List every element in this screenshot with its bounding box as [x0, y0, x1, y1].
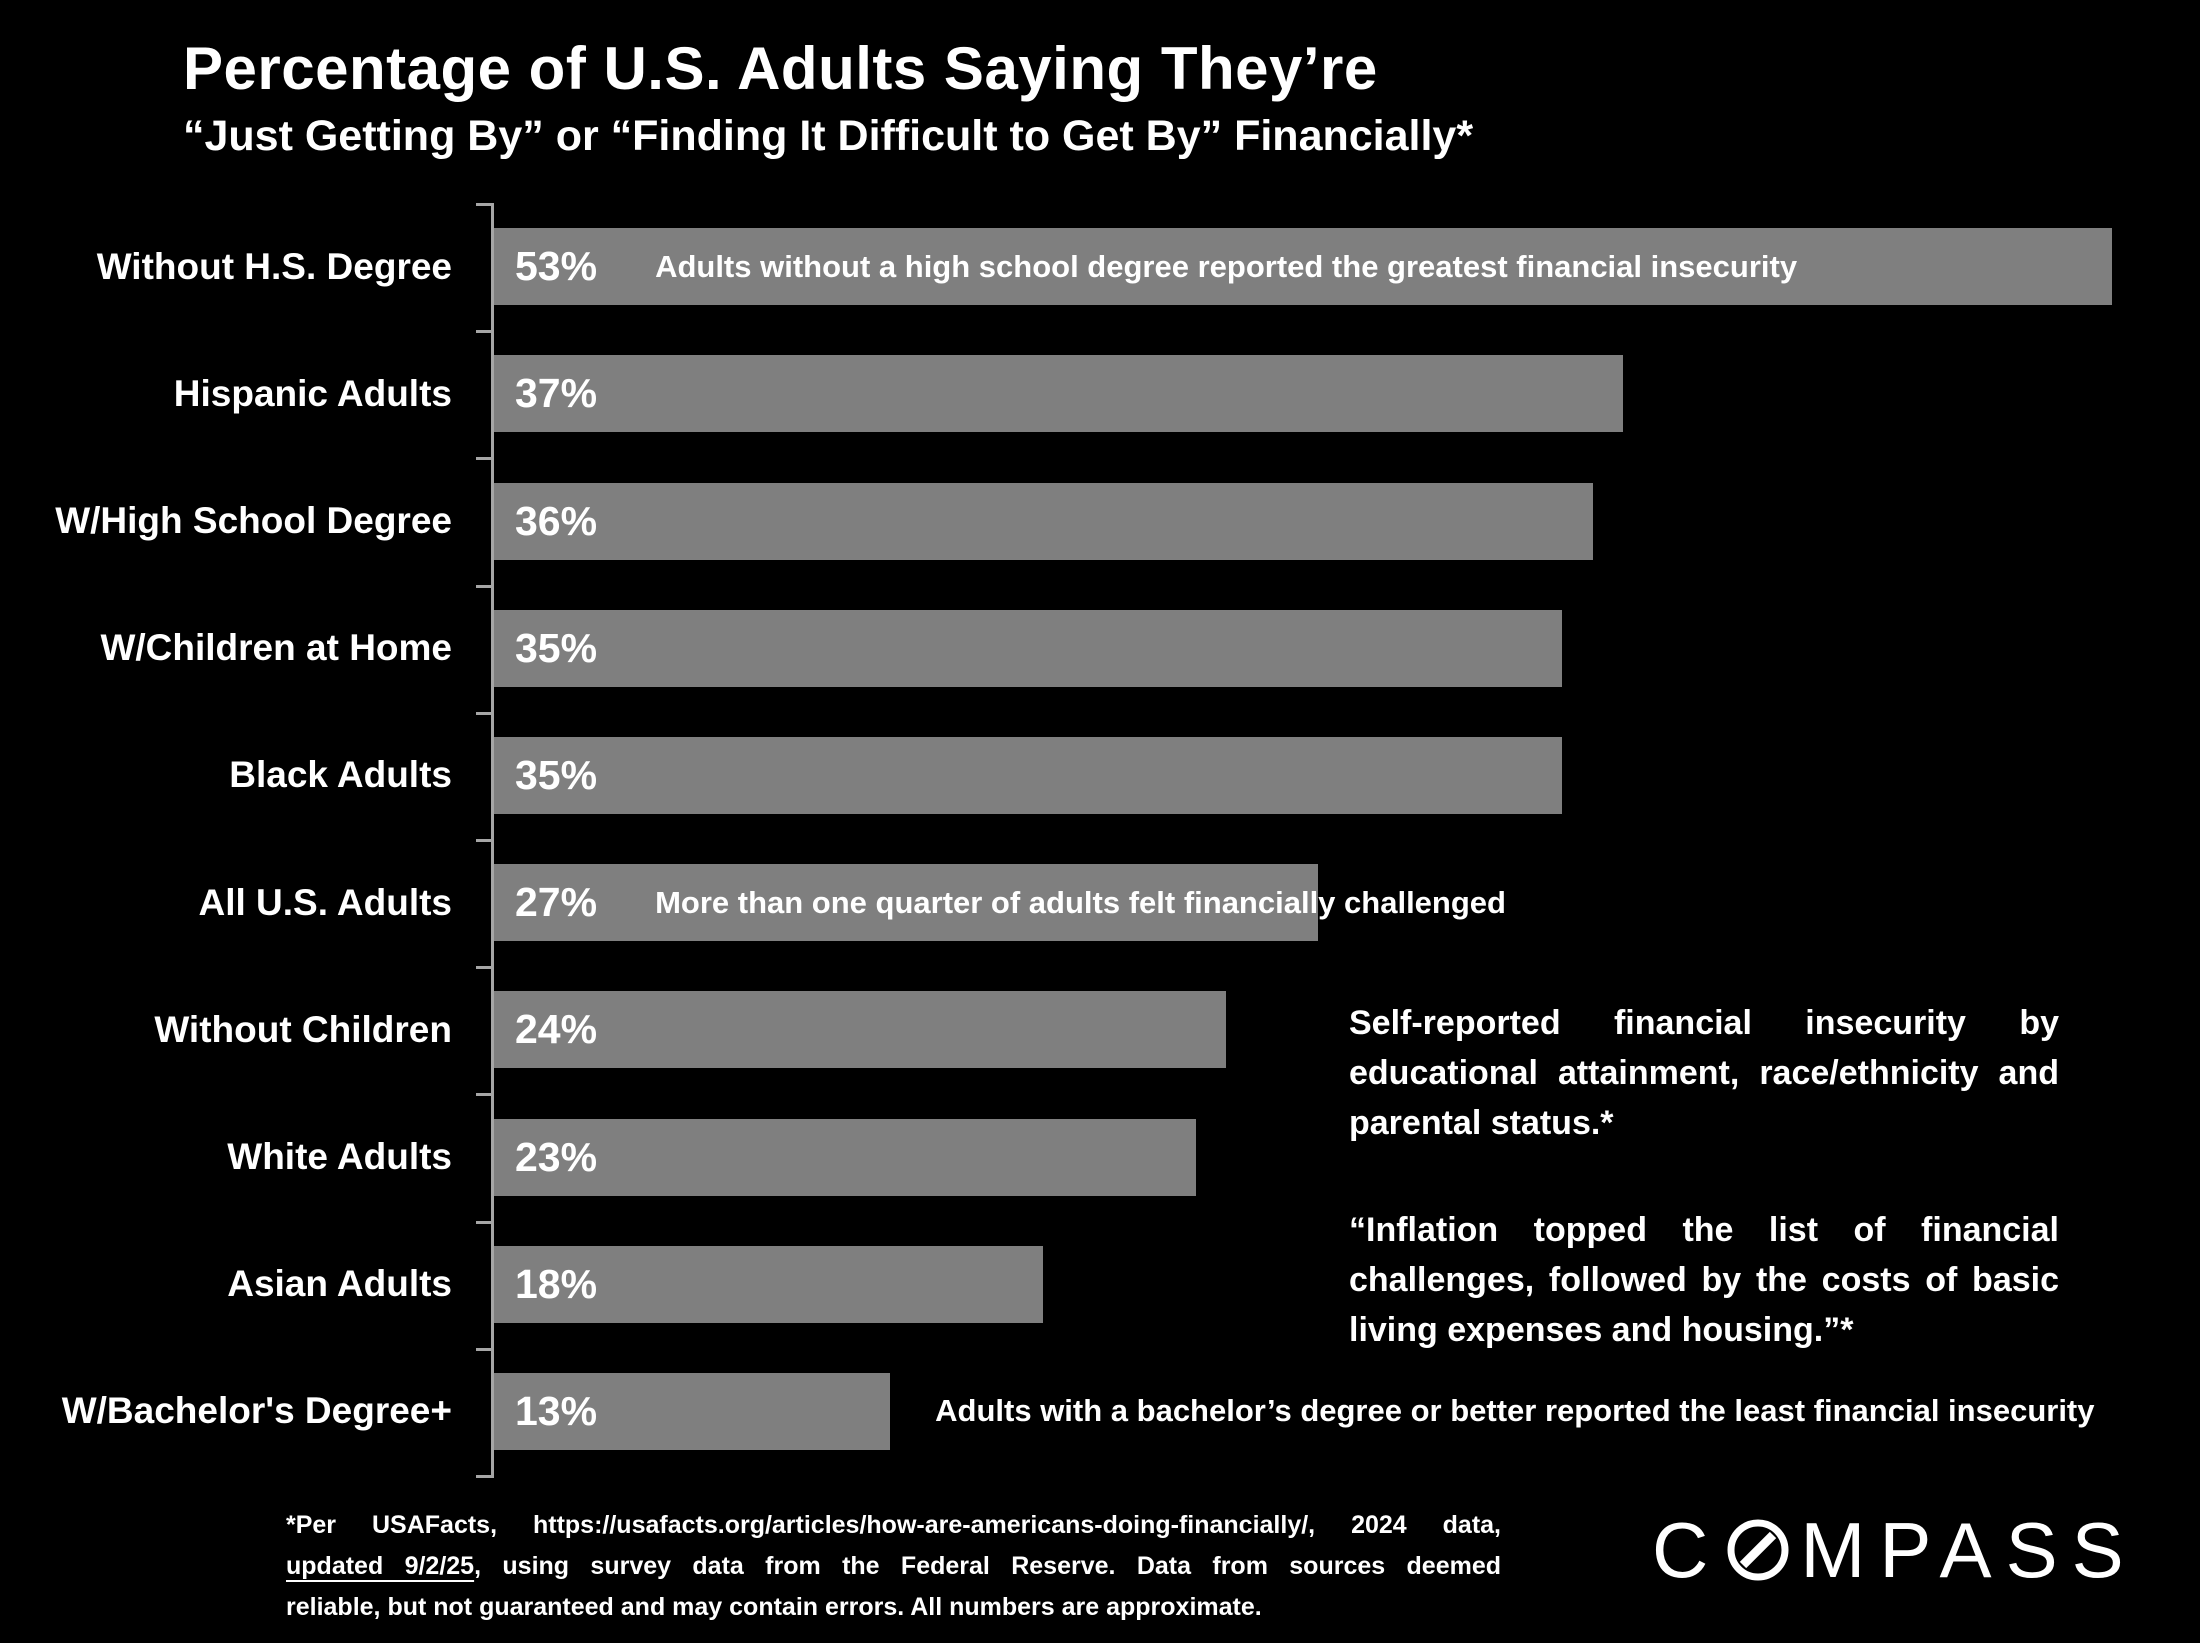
bar-value-label: 27% [515, 879, 598, 926]
axis-tick [476, 457, 491, 460]
category-label: Without H.S. Degree [96, 245, 452, 287]
axis-tick [476, 712, 491, 715]
side-note-1: Self-reported financial insecurity by ed… [1349, 1004, 2059, 1142]
axis-tick [476, 1348, 491, 1351]
axis-tick [476, 1221, 491, 1224]
bar: 37% [493, 355, 1624, 433]
bar: 27% More than one quarter of adults felt … [493, 864, 1506, 942]
axis-tick [476, 585, 491, 588]
bar-value-label: 18% [515, 1260, 598, 1307]
category-label: Black Adults [229, 754, 452, 796]
category-label: White Adults [227, 1136, 452, 1177]
footnote-updated-date: updated 9/2/25 [286, 1552, 475, 1580]
footnote-line-1: *Per USAFacts, https://usafacts.org/arti… [286, 1511, 1501, 1539]
bar-annotation: More than one quarter of adults felt fin… [655, 884, 1506, 920]
bar-value-label: 13% [515, 1387, 598, 1434]
category-label: Asian Adults [227, 1263, 452, 1305]
page-title: Percentage of U.S. Adults Saying They’re [183, 35, 1378, 102]
logo-letters-mpass: MPASS [1800, 1505, 2138, 1594]
bar-value-label: 35% [515, 624, 598, 671]
bar-value-label: 37% [515, 370, 598, 417]
category-axis-line [491, 203, 494, 1478]
compass-logo: C MPASS [1652, 1506, 2138, 1594]
bar-annotation: Adults with a bachelor’s degree or bette… [935, 1393, 2095, 1429]
category-label: Without Children [154, 1008, 452, 1050]
axis-tick [476, 839, 491, 842]
bar: 18% [493, 1245, 1043, 1323]
bar-value-label: 24% [515, 1006, 598, 1053]
bar: 24% [493, 991, 1227, 1069]
axis-tick [476, 966, 491, 969]
compass-needle-o-icon [1727, 1519, 1789, 1581]
category-label: W/Bachelor's Degree+ [61, 1390, 452, 1432]
logo-letter-c: C [1652, 1505, 1723, 1594]
axis-tick [476, 330, 491, 333]
side-note-2: “Inflation topped the list of financial … [1349, 1211, 2059, 1349]
bar-value-label: 35% [515, 751, 598, 798]
footnote: *Per USAFacts, https://usafacts.org/arti… [286, 1505, 1501, 1628]
category-label: W/Children at Home [100, 627, 452, 669]
footnote-line-3: reliable, but not guaranteed and may con… [286, 1593, 1262, 1621]
bar: 23% [493, 1118, 1196, 1196]
category-label: Hispanic Adults [173, 372, 452, 414]
bar-annotation: Adults without a high school degree repo… [655, 248, 1798, 284]
page-subtitle: “Just Getting By” or “Finding It Difficu… [183, 112, 1474, 160]
bar-value-label: 36% [515, 497, 598, 544]
bar: 35% [493, 609, 1563, 687]
bar: 35% [493, 736, 1563, 814]
footnote-line-2-rest: , using survey data from the Federal Res… [474, 1552, 1502, 1580]
bar: 53% Adults without a high school degree r… [493, 228, 2113, 306]
category-label: W/High School Degree [55, 500, 452, 541]
bar: 13% [493, 1372, 891, 1450]
axis-tick [476, 203, 491, 206]
bar-value-label: 23% [515, 1133, 598, 1180]
axis-tick [476, 1475, 491, 1478]
bar-value-label: 53% [515, 243, 598, 290]
bar: 36% [493, 482, 1593, 560]
category-label: All U.S. Adults [198, 881, 452, 923]
footnote-line-2: updated 9/2/25, using survey data from t… [286, 1546, 1501, 1587]
axis-tick [476, 1093, 491, 1096]
